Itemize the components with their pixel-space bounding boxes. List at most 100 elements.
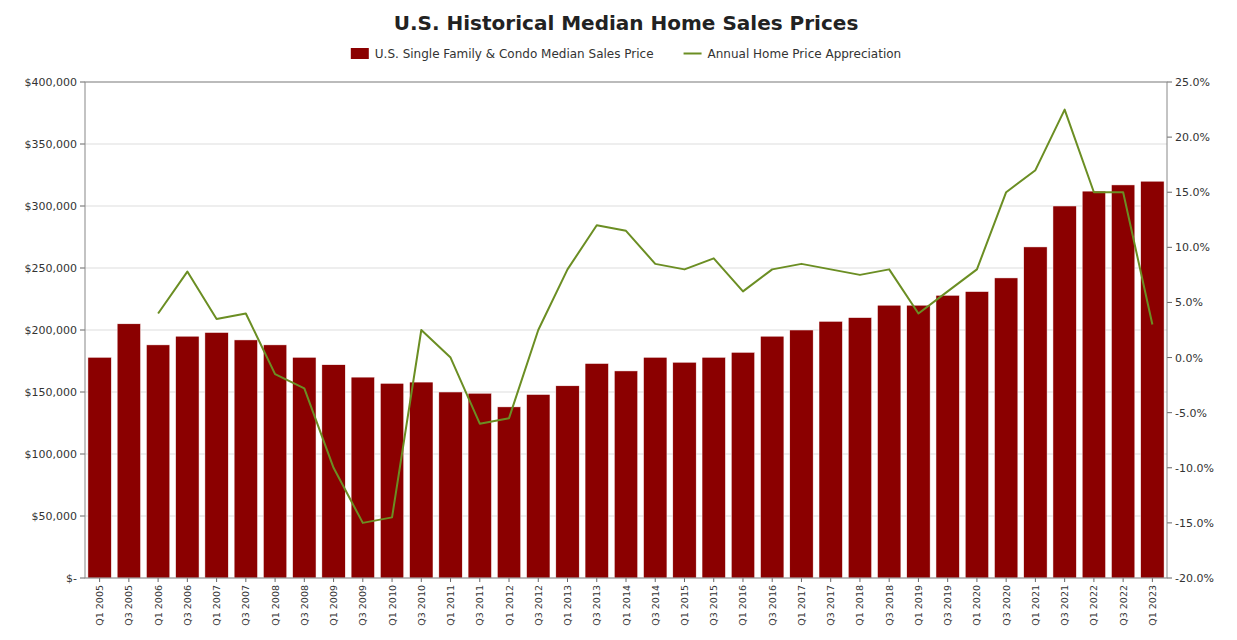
x-tick-label: Q1 2020 (971, 585, 982, 626)
bar (322, 365, 345, 578)
marks (88, 110, 1164, 578)
bar (644, 357, 667, 578)
y2-tick (1167, 192, 1172, 193)
bar (176, 336, 199, 578)
y-tick (80, 206, 85, 207)
x-tick (947, 578, 948, 582)
x-tick (479, 578, 480, 582)
x-tick-label: Q1 2012 (504, 585, 515, 626)
bar (907, 305, 930, 578)
x-tick-label: Q3 2010 (416, 585, 427, 626)
x-tick (567, 578, 568, 582)
x-tick-label: Q3 2021 (1059, 585, 1070, 626)
y-tick-label: $350,000 (25, 138, 78, 151)
bar (965, 292, 988, 578)
y-tick-label: $200,000 (25, 324, 78, 337)
x-tick (830, 578, 831, 582)
y-tick-label: $300,000 (25, 200, 78, 213)
bar (614, 371, 637, 578)
x-tick (1123, 578, 1124, 582)
bar (351, 377, 374, 578)
y2-tick-label: -5.0% (1175, 407, 1207, 420)
bar (1111, 185, 1134, 578)
x-tick (333, 578, 334, 582)
y-tick-label: $250,000 (25, 262, 78, 275)
bar (877, 305, 900, 578)
x-tick-label: Q3 2011 (474, 585, 485, 626)
x-tick-label: Q1 2014 (621, 585, 632, 626)
y2-tick-label: 15.0% (1175, 186, 1210, 199)
bar (146, 345, 169, 578)
x-tick-label: Q3 2022 (1118, 585, 1129, 626)
bar (761, 336, 784, 578)
x-tick (509, 578, 510, 582)
x-tick-label: Q3 2005 (123, 585, 134, 626)
x-tick-label: Q3 2009 (357, 585, 368, 626)
y-tick (80, 454, 85, 455)
x-tick (245, 578, 246, 582)
y-tick-label: $400,000 (25, 76, 78, 89)
bar (673, 362, 696, 578)
grid (85, 82, 1167, 578)
y2-tick (1167, 302, 1172, 303)
bar (1082, 191, 1105, 578)
y2-tick-label: 20.0% (1175, 131, 1210, 144)
grid-line (85, 144, 1167, 145)
x-tick (1064, 578, 1065, 582)
y2-tick-label: -15.0% (1175, 517, 1214, 530)
x-tick (304, 578, 305, 582)
bar (994, 278, 1017, 578)
x-tick-label: Q1 2021 (1030, 585, 1041, 626)
bar (439, 392, 462, 578)
y-tick (80, 330, 85, 331)
x-tick (626, 578, 627, 582)
plot-frame (85, 82, 1167, 578)
y2-tick-label: 5.0% (1175, 296, 1203, 309)
x-tick-label: Q3 2006 (182, 585, 193, 626)
x-tick (801, 578, 802, 582)
y-tick-label: $50,000 (32, 510, 78, 523)
bar (497, 407, 520, 578)
x-tick (1006, 578, 1007, 582)
bar (468, 393, 491, 578)
y2-tick (1167, 137, 1172, 138)
x-tick-label: Q1 2023 (1147, 585, 1158, 626)
legend-label: Annual Home Price Appreciation (708, 47, 902, 61)
y-tick (80, 268, 85, 269)
title: U.S. Historical Median Home Sales Prices (394, 11, 859, 35)
x-tick (421, 578, 422, 582)
x-tick (889, 578, 890, 582)
grid-line (85, 268, 1167, 269)
x-tick (392, 578, 393, 582)
line (158, 110, 1152, 523)
x-tick (976, 578, 977, 582)
x-tick (538, 578, 539, 582)
x-tick (128, 578, 129, 582)
bar (205, 332, 228, 578)
y-tick (80, 516, 85, 517)
x-tick-label: Q1 2019 (913, 585, 924, 626)
legend-swatch (351, 48, 369, 59)
bar (88, 357, 111, 578)
x-tick-label: Q3 2020 (1001, 585, 1012, 626)
x-tick (713, 578, 714, 582)
x-tick (216, 578, 217, 582)
grid-line (85, 206, 1167, 207)
bar (380, 383, 403, 578)
y2-tick (1167, 247, 1172, 248)
bar (790, 330, 813, 578)
x-tick (1093, 578, 1094, 582)
y2-tick (1167, 578, 1172, 579)
y-tick (80, 578, 85, 579)
bar (819, 321, 842, 578)
y2-tick (1167, 412, 1172, 413)
bar (702, 357, 725, 578)
legend-item: Annual Home Price Appreciation (684, 47, 902, 61)
bar (1141, 181, 1164, 578)
y-tick (80, 392, 85, 393)
x-tick (655, 578, 656, 582)
y2-tick-label: 0.0% (1175, 352, 1203, 365)
x-tick (450, 578, 451, 582)
bar (527, 394, 550, 578)
x-tick-label: Q1 2008 (270, 585, 281, 626)
